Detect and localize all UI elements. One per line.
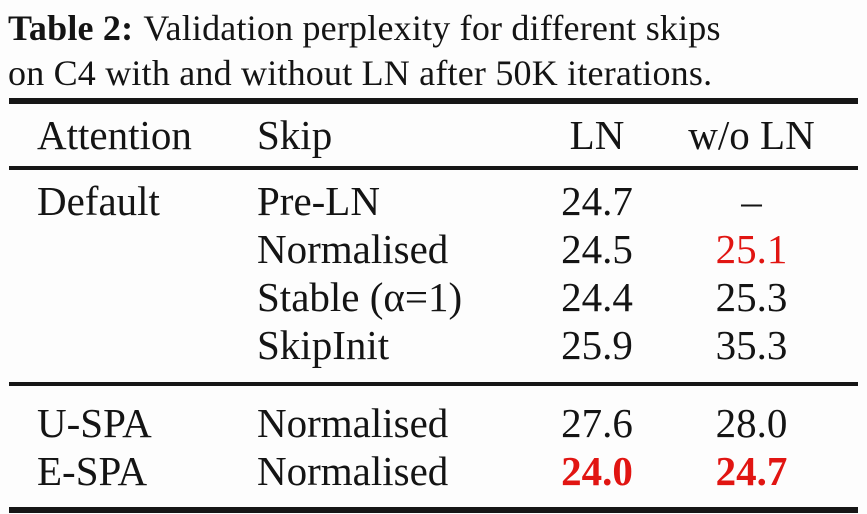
cell-skip: Normalised <box>257 448 449 494</box>
caption-line-1: Table 2: Validation perplexity for differ… <box>8 6 860 51</box>
cell-skip: Stable (α=1) <box>257 274 463 320</box>
results-table: Attention Skip LN w/o LN Default Pre-LN … <box>9 98 858 513</box>
cell-ln: 24.7 <box>561 178 633 224</box>
cell-attention <box>9 225 257 273</box>
table-row: U-SPA Normalised 27.6 28.0 <box>9 384 858 447</box>
cell-ln: 24.5 <box>561 226 633 272</box>
table-row: Default Pre-LN 24.7 – <box>9 168 858 225</box>
cell-skip: Normalised <box>257 400 449 446</box>
cell-attention <box>9 321 257 384</box>
cell-attention: E-SPA <box>37 448 148 494</box>
col-header-attention: Attention <box>37 112 192 158</box>
section-default-attention: Default Pre-LN 24.7 – Normalised 24.5 25… <box>9 168 858 384</box>
cell-ln: 24.4 <box>561 274 633 320</box>
cell-wo-ln: 24.7 <box>715 448 788 494</box>
cell-attention: U-SPA <box>37 400 152 446</box>
cell-skip: SkipInit <box>257 322 390 368</box>
table-row: Normalised 24.5 25.1 <box>9 225 858 273</box>
cell-wo-ln: 25.3 <box>715 274 788 320</box>
cell-wo-ln: – <box>741 178 762 224</box>
cell-wo-ln: 25.1 <box>715 226 788 272</box>
caption-line-2: on C4 with and without LN after 50K iter… <box>8 53 713 93</box>
header-row: Attention Skip LN w/o LN <box>9 101 858 168</box>
table-row: SkipInit 25.9 35.3 <box>9 321 858 384</box>
cell-ln: 27.6 <box>561 400 633 446</box>
table-row: E-SPA Normalised 24.0 24.7 <box>9 447 858 510</box>
cell-attention <box>9 273 257 321</box>
cell-ln: 24.0 <box>561 448 633 494</box>
col-header-skip: Skip <box>257 112 333 158</box>
cell-wo-ln: 35.3 <box>715 322 788 368</box>
col-header-wo-ln: w/o LN <box>688 112 815 158</box>
col-header-ln: LN <box>569 112 625 158</box>
caption-text-1: Validation perplexity for different skip… <box>143 8 721 48</box>
table-row: Stable (α=1) 24.4 25.3 <box>9 273 858 321</box>
table-caption: Table 2: Validation perplexity for differ… <box>8 6 860 96</box>
cell-skip: Pre-LN <box>257 178 380 224</box>
section-spa-attention: U-SPA Normalised 27.6 28.0 E-SPA Normali… <box>9 384 858 510</box>
cell-ln: 25.9 <box>561 322 633 368</box>
cell-attention: Default <box>37 178 160 224</box>
cell-wo-ln: 28.0 <box>715 400 788 446</box>
caption-label: Table 2: <box>8 8 134 48</box>
table-header: Attention Skip LN w/o LN <box>9 101 858 168</box>
cell-skip: Normalised <box>257 226 449 272</box>
